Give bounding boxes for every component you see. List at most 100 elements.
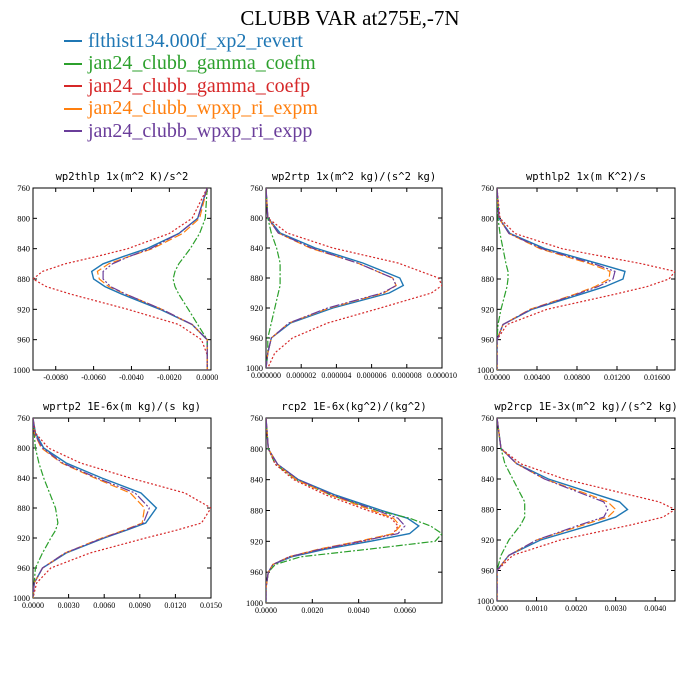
series-line — [33, 418, 150, 598]
legend-swatch — [64, 62, 82, 65]
x-tick-label: 0.000008 — [392, 371, 422, 380]
series-line — [497, 188, 626, 370]
y-tick-label: 920 — [250, 303, 263, 313]
series-line — [497, 418, 609, 601]
y-tick-label: 800 — [250, 213, 263, 223]
legend-label: flthist134.000f_xp2_revert — [88, 29, 303, 52]
legend-item: jan24_clubb_gamma_coefm — [64, 52, 318, 76]
x-tick-label: 0.0030 — [58, 601, 80, 610]
y-tick-label: 960 — [17, 563, 30, 573]
y-tick-label: 760 — [250, 183, 263, 193]
panel-title: wp2thlp 1x(m^2 K)/s^2 — [56, 171, 189, 183]
x-tick-label: 0.00400 — [524, 373, 550, 382]
panel-title: rcp2 1E-6x(kg^2)/(kg^2) — [281, 401, 426, 413]
series-line — [33, 418, 158, 598]
y-tick-label: 880 — [481, 505, 494, 515]
y-tick-label: 760 — [17, 413, 30, 423]
series-line — [266, 188, 397, 368]
chart-panel: rcp2 1E-6x(kg^2)/(kg^2) 760 800 840 880 920 96… — [246, 401, 443, 615]
y-tick-label: 880 — [17, 274, 30, 284]
legend-swatch — [64, 130, 82, 133]
series-line — [266, 188, 397, 368]
x-tick-label: 0.0000 — [196, 373, 218, 382]
plot-frame — [265, 417, 443, 604]
x-tick-label: 0.0060 — [93, 601, 115, 610]
y-tick-label: 920 — [481, 535, 494, 545]
x-tick-label: 0.0090 — [129, 601, 151, 610]
series-line — [33, 418, 146, 598]
series-line — [172, 188, 208, 370]
series-line — [266, 418, 442, 603]
legend-label: jan24_clubb_wpxp_ri_expp — [88, 119, 313, 142]
panel-title: wp2rtp 1x(m^2 kg)/(s^2 kg) — [272, 171, 436, 183]
x-tick-label: 0.0120 — [164, 601, 186, 610]
series-line — [266, 188, 281, 368]
series-line — [497, 188, 611, 370]
x-tick-label: 0.0020 — [301, 606, 323, 615]
x-tick-label: 0.000004 — [321, 371, 351, 380]
y-tick-label: 840 — [250, 243, 263, 253]
y-tick-label: 1000 — [246, 363, 263, 373]
plot-frame — [265, 187, 443, 369]
y-tick-label: 760 — [250, 413, 263, 423]
x-tick-label: -0.0040 — [119, 373, 144, 382]
series-line — [96, 188, 208, 370]
legend-item: jan24_clubb_gamma_coefp — [64, 75, 318, 98]
x-tick-label: 0.0000 — [22, 601, 44, 610]
legend-item: jan24_clubb_wpxp_ri_expm — [64, 97, 318, 121]
x-tick-label: -0.0060 — [81, 373, 106, 382]
series-line — [497, 418, 675, 601]
series-line — [90, 188, 208, 370]
x-tick-label: 0.0000 — [255, 606, 277, 615]
chart-panel: wp2rtp 1x(m^2 kg)/(s^2 kg) 760 800 840 880 92… — [246, 171, 457, 380]
legend-item: flthist134.000f_xp2_revert — [64, 30, 318, 53]
series-line — [497, 418, 526, 601]
series-line — [33, 188, 208, 370]
y-tick-label: 1000 — [13, 593, 30, 603]
y-tick-label: 960 — [481, 566, 494, 576]
legend: flthist134.000f_xp2_revert jan24_clubb_g… — [64, 30, 318, 143]
chart-panel: wp2thlp 1x(m^2 K)/s^2 760 800 840 880 920 960 1… — [13, 171, 218, 382]
chart-panel: wpthlp2 1x(m K^2)/s 760 800 840 880 920 960 100… — [477, 171, 676, 382]
x-tick-label: 0.00000 — [484, 373, 510, 382]
y-tick-label: 960 — [250, 333, 263, 343]
series-line — [266, 418, 420, 603]
x-tick-label: 0.0020 — [565, 604, 587, 613]
x-tick-label: 0.0040 — [348, 606, 370, 615]
legend-swatch — [64, 107, 82, 110]
x-tick-label: 0.01600 — [644, 373, 670, 382]
y-tick-label: 960 — [481, 335, 494, 345]
x-tick-label: -0.0080 — [43, 373, 68, 382]
y-tick-label: 1000 — [246, 598, 263, 608]
y-tick-label: 880 — [481, 274, 494, 284]
y-tick-label: 760 — [17, 183, 30, 193]
figure-title: CLUBB VAR at275E,-7N — [240, 6, 460, 30]
series-line — [33, 418, 59, 598]
legend-swatch — [64, 85, 82, 88]
series-line — [497, 188, 509, 370]
y-tick-label: 800 — [250, 444, 263, 454]
x-tick-label: 0.0000 — [486, 604, 508, 613]
series-line — [33, 418, 211, 598]
y-tick-label: 800 — [481, 213, 494, 223]
chart-panel: wp2rcp 1E-3x(m^2 kg)/(s^2 kg)760 800 840 88… — [477, 401, 678, 613]
y-tick-label: 880 — [250, 273, 263, 283]
plot-frame — [32, 417, 212, 599]
x-tick-label: 0.01200 — [604, 373, 630, 382]
series-line — [497, 188, 675, 370]
y-tick-label: 840 — [481, 474, 494, 484]
y-tick-label: 800 — [17, 213, 30, 223]
series-line — [266, 188, 442, 368]
series-line — [497, 418, 617, 601]
panel-title: wprtp2 1E-6x(m kg)/(s kg) — [43, 401, 201, 413]
x-tick-label: 0.0060 — [394, 606, 416, 615]
y-tick-label: 840 — [481, 244, 494, 254]
series-line — [266, 418, 402, 603]
x-tick-label: 0.0150 — [200, 601, 222, 610]
y-tick-label: 880 — [17, 503, 30, 513]
x-tick-label: 0.000006 — [357, 371, 387, 380]
x-tick-label: 0.0010 — [526, 604, 548, 613]
plot-frame — [496, 187, 676, 371]
legend-item: jan24_clubb_wpxp_ri_expp — [64, 120, 318, 143]
